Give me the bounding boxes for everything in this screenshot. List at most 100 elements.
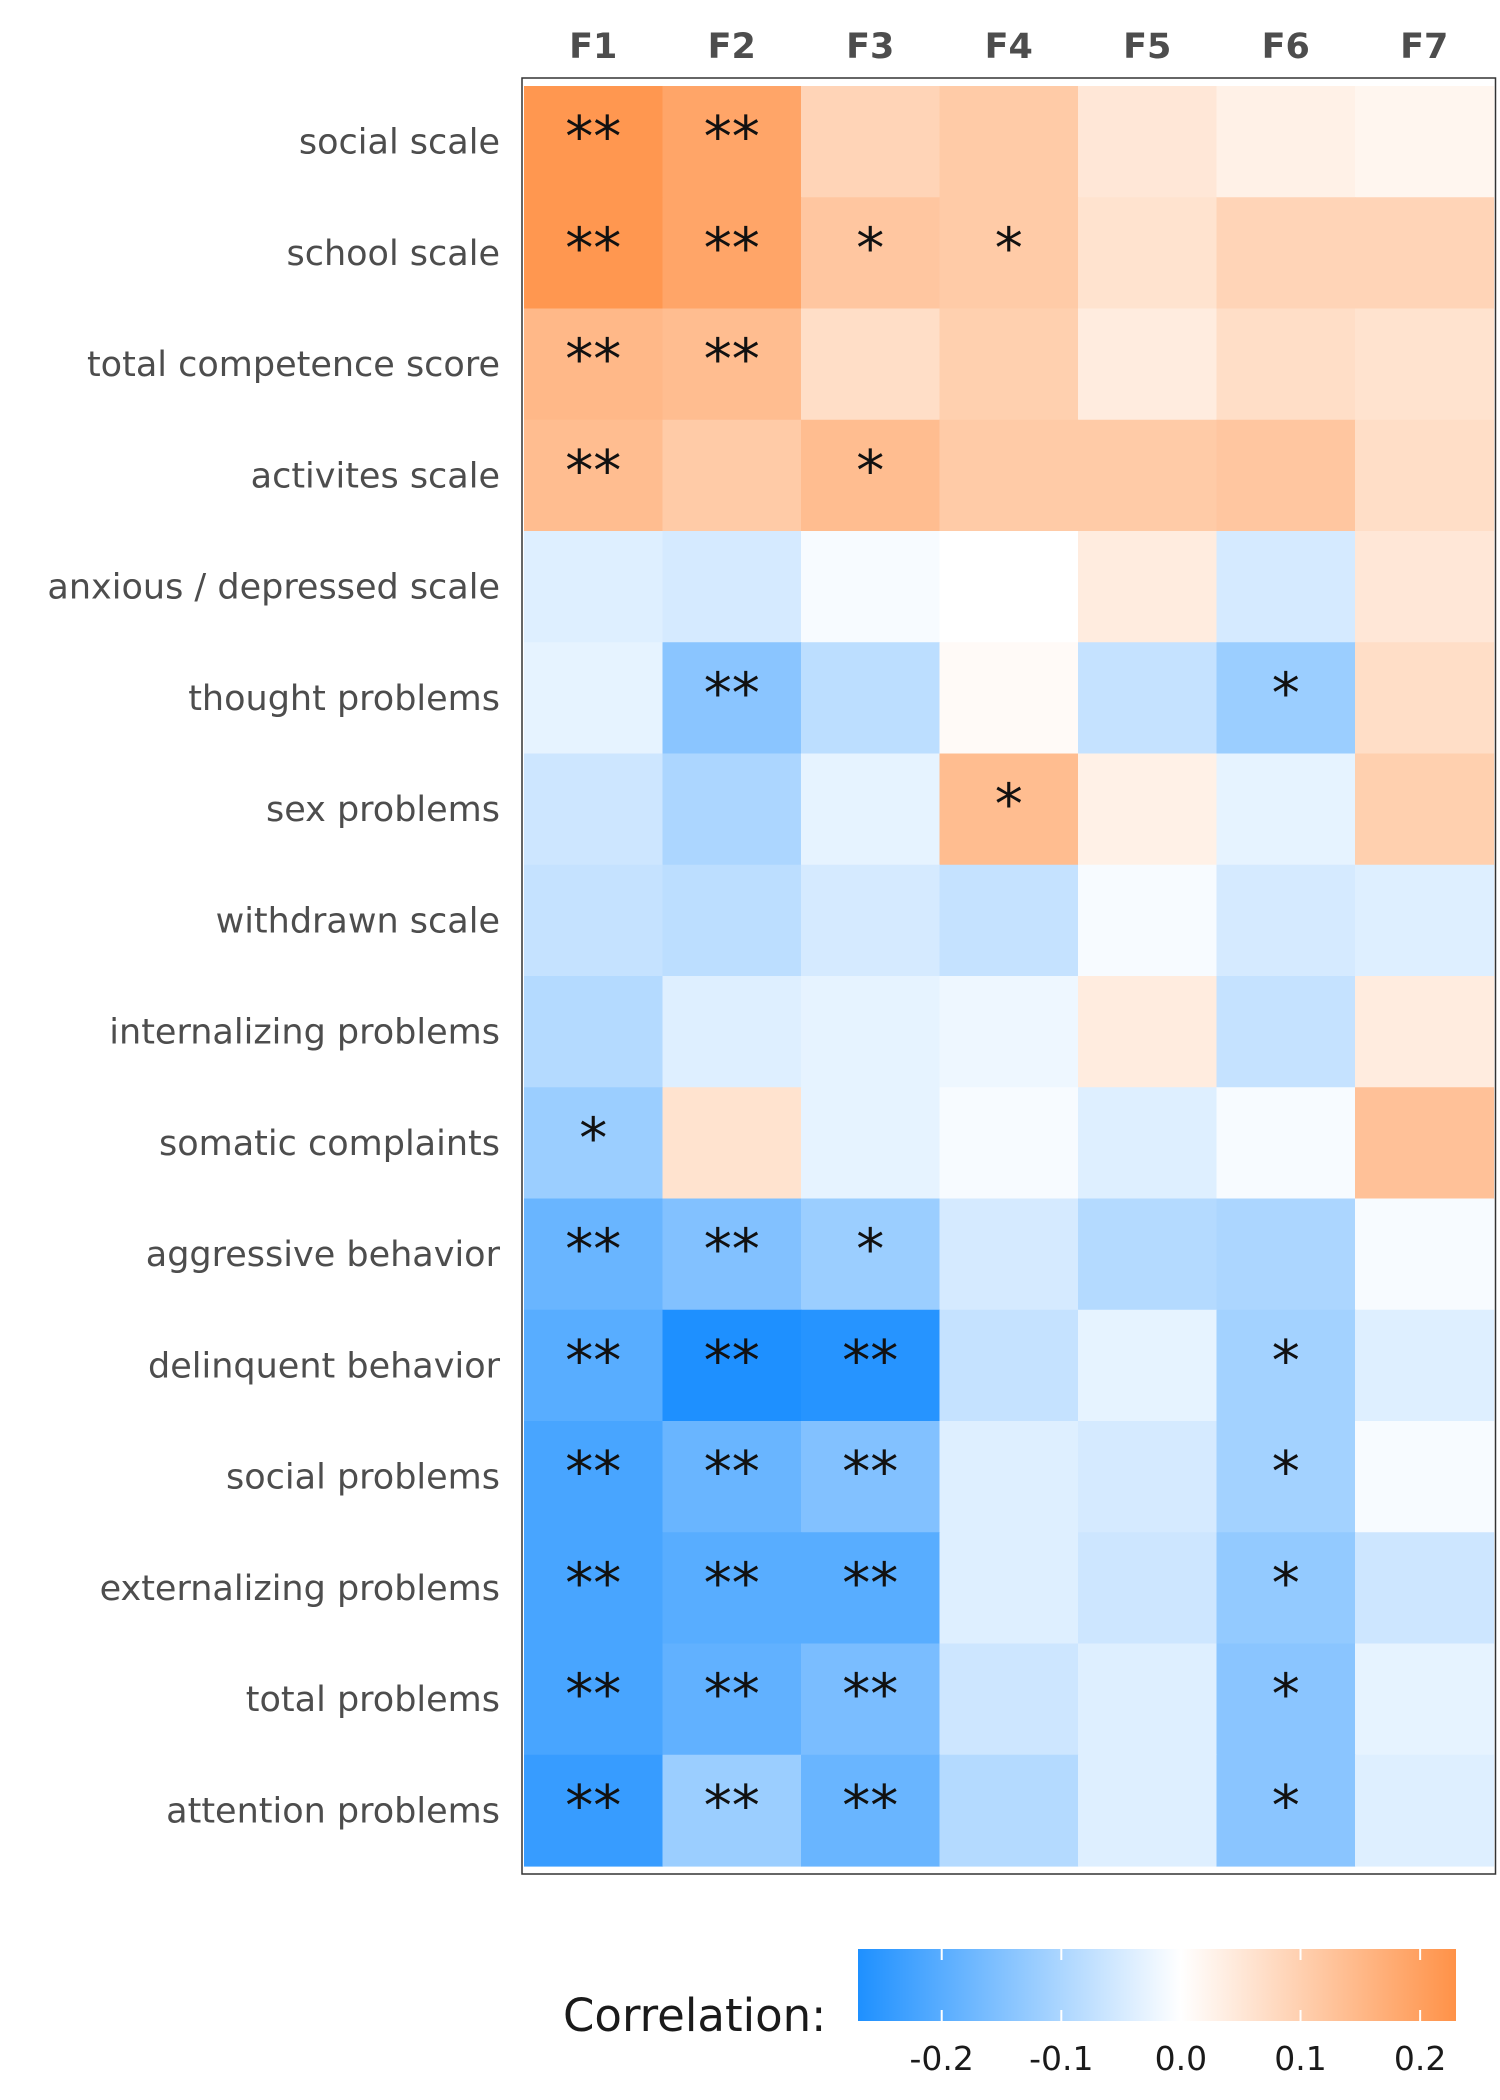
heatmap-cell xyxy=(939,1643,1079,1756)
heatmap-cell xyxy=(662,308,802,421)
column-label-f7: F7 xyxy=(1400,27,1448,67)
column-label-f6: F6 xyxy=(1262,27,1310,67)
row-label: sex problems xyxy=(266,790,500,830)
heatmap-cell xyxy=(524,419,664,532)
significance-star: ** xyxy=(565,216,621,281)
heatmap-cell xyxy=(662,1198,802,1311)
heatmap-cell xyxy=(524,1643,664,1756)
significance-star: ** xyxy=(565,1329,621,1394)
legend-tick-label: 0.2 xyxy=(1394,2039,1446,2078)
heatmap-cell xyxy=(1078,531,1218,643)
significance-star: * xyxy=(995,773,1023,838)
heatmap-cell xyxy=(939,753,1079,866)
heatmap-cell xyxy=(1216,1754,1356,1867)
heatmap-cell xyxy=(662,1754,802,1867)
significance-star: * xyxy=(1272,1329,1300,1394)
heatmap-cell xyxy=(1355,1754,1495,1867)
heatmap-cell xyxy=(939,308,1079,421)
row-label: thought problems xyxy=(188,679,500,719)
heatmap-cell xyxy=(1078,1643,1218,1756)
legend-colorbar xyxy=(858,1949,1456,2021)
heatmap-cell xyxy=(1078,864,1218,977)
heatmap-cell xyxy=(1078,1754,1218,1867)
heatmap-cell xyxy=(939,1309,1079,1422)
significance-star: ** xyxy=(704,328,760,393)
column-labels: F1 F2 F3 F4 F5 F6 F7 xyxy=(569,27,1448,67)
heatmap-cell xyxy=(801,419,941,532)
heatmap-cell xyxy=(1078,1309,1218,1422)
heatmap-cell xyxy=(939,1532,1079,1645)
heatmap-cell xyxy=(939,197,1079,310)
row-label: total problems xyxy=(246,1680,500,1720)
heatmap-cell xyxy=(1078,976,1218,1088)
heatmap-cell xyxy=(524,1309,664,1422)
significance-star: * xyxy=(1272,661,1300,726)
heatmap-cell xyxy=(1078,1421,1218,1533)
heatmap-cell xyxy=(1355,642,1495,755)
heatmap-cell xyxy=(1216,1421,1356,1533)
panel-border xyxy=(521,77,1497,1875)
heatmap-cell xyxy=(524,86,664,198)
heatmap-cell xyxy=(939,642,1079,755)
heatmap-cell xyxy=(524,308,664,421)
significance-star: * xyxy=(856,439,884,504)
significance-star: * xyxy=(1272,1551,1300,1616)
heatmap-cell xyxy=(801,864,941,977)
heatmap-cell xyxy=(662,1087,802,1200)
heatmap-cell xyxy=(524,1198,664,1311)
heatmap-cell xyxy=(524,864,664,977)
heatmap-cell xyxy=(662,531,802,643)
heatmap-cell xyxy=(1216,1198,1356,1311)
row-label: attention problems xyxy=(166,1791,500,1831)
heatmap-cell xyxy=(801,531,941,643)
heatmap-cell xyxy=(801,308,941,421)
heatmap-cell xyxy=(801,1421,941,1533)
heatmap-cell xyxy=(939,419,1079,532)
heatmap-cell xyxy=(524,531,664,643)
heatmap-cell xyxy=(801,1754,941,1867)
heatmap-cell xyxy=(801,197,941,310)
significance-star: ** xyxy=(565,105,621,170)
row-label: withdrawn scale xyxy=(216,901,500,941)
heatmap-cell xyxy=(801,976,941,1088)
significance-star: ** xyxy=(704,1774,760,1839)
significance-star: * xyxy=(856,1218,884,1283)
heatmap-cell xyxy=(801,1309,941,1422)
heatmap-cell xyxy=(939,86,1079,198)
legend-ticks: -0.2 -0.1 0.0 0.1 0.2 xyxy=(910,1949,1446,2078)
heatmap-cell xyxy=(1355,864,1495,977)
heatmap-cell xyxy=(1216,976,1356,1088)
heatmap-cell xyxy=(524,1754,664,1867)
heatmap-cell xyxy=(1355,1643,1495,1756)
heatmap-cell xyxy=(662,642,802,755)
significance-star: ** xyxy=(704,216,760,281)
row-label: school scale xyxy=(286,234,500,274)
heatmap-cell xyxy=(939,1421,1079,1533)
row-label: social problems xyxy=(226,1458,500,1498)
color-legend: Correlation: -0.2 -0.1 0.0 0.1 0.2 xyxy=(563,1949,1456,2078)
column-label-f5: F5 xyxy=(1123,27,1171,67)
heatmap-cell xyxy=(662,1421,802,1533)
heatmap-cell xyxy=(1078,308,1218,421)
significance-star: ** xyxy=(704,1329,760,1394)
heatmap-cell xyxy=(1216,753,1356,866)
row-label: activites scale xyxy=(251,456,500,496)
significance-markers: ** **** ** * *** **** *** ***** ** *** ** ** *** ** **… xyxy=(565,105,1300,1839)
significance-star: ** xyxy=(565,439,621,504)
column-label-f4: F4 xyxy=(985,27,1033,67)
heatmap-cell xyxy=(939,1198,1079,1311)
significance-star: ** xyxy=(842,1663,898,1728)
legend-tick-label: 0.0 xyxy=(1155,2039,1207,2078)
heatmap-cell xyxy=(524,753,664,866)
heatmap-cell xyxy=(1216,864,1356,977)
heatmap-cell xyxy=(1355,1198,1495,1311)
heatmap-cell xyxy=(1355,308,1495,421)
row-label: social scale xyxy=(299,123,500,163)
heatmap-cell xyxy=(801,642,941,755)
heatmap-cell xyxy=(1355,1532,1495,1645)
row-label: externalizing problems xyxy=(100,1569,500,1609)
significance-star: ** xyxy=(704,661,760,726)
heatmap-cell xyxy=(1355,1087,1495,1200)
heatmap-cell xyxy=(801,753,941,866)
heatmap-cell xyxy=(524,1532,664,1645)
